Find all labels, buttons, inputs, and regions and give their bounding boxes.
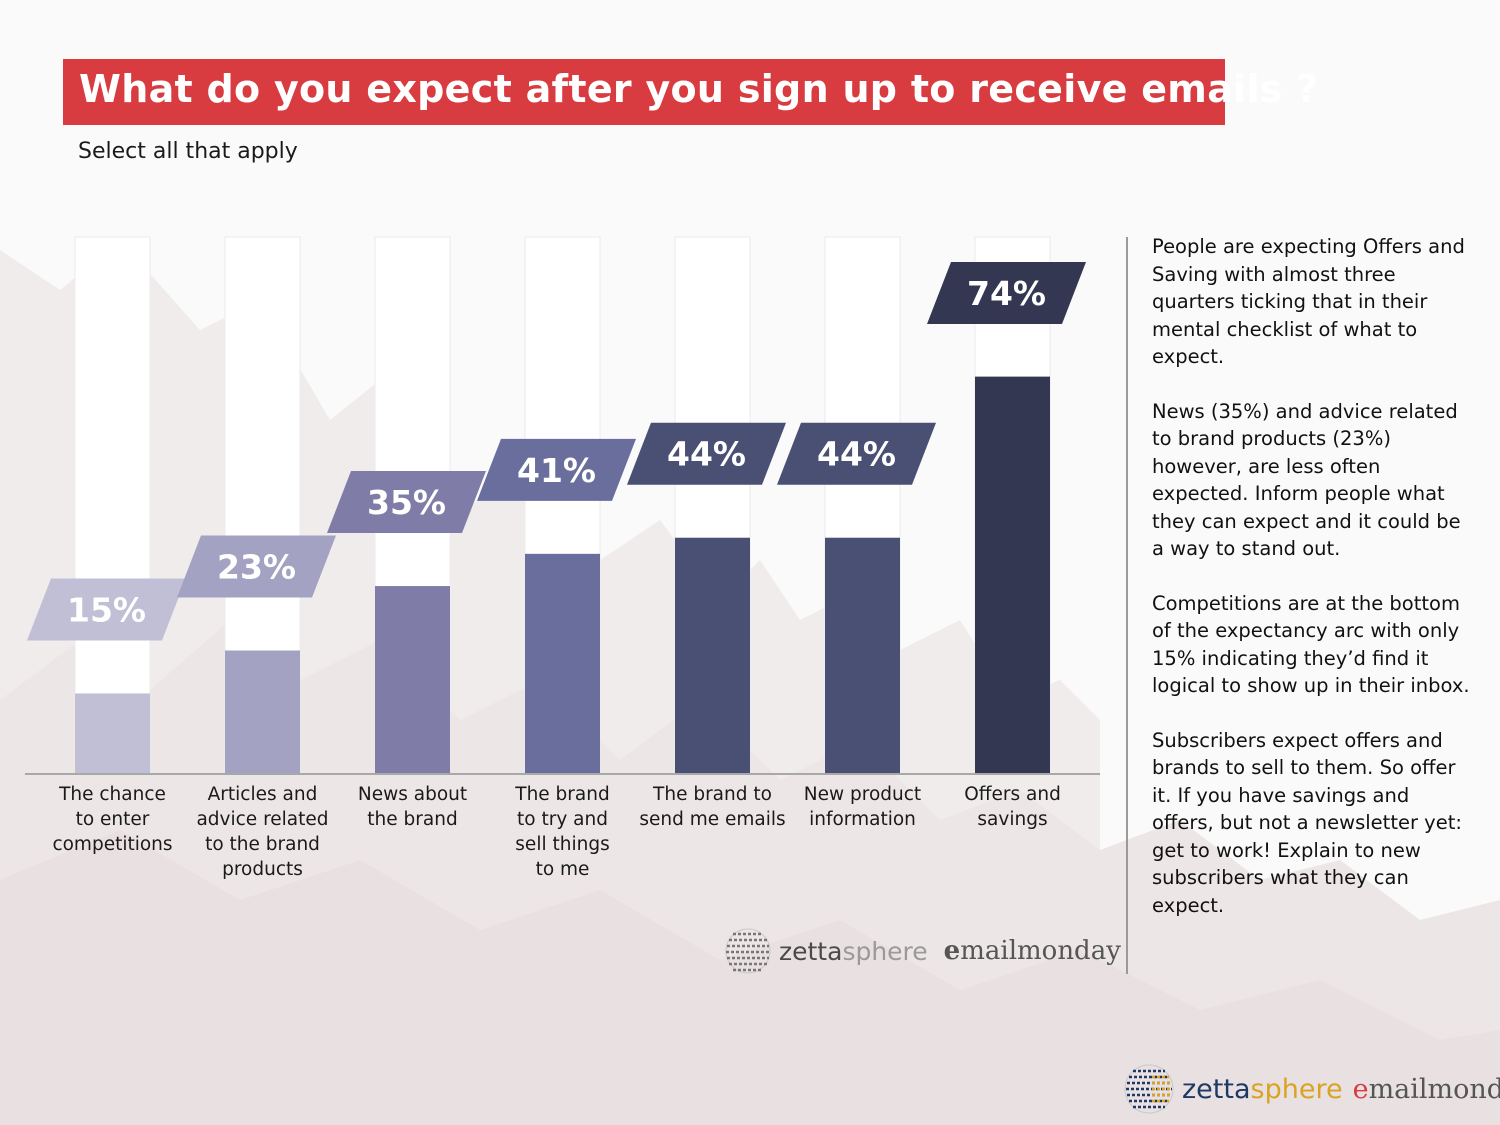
- category-label-line: the brand: [367, 809, 458, 830]
- category-label-line: to enter: [75, 809, 150, 830]
- category-label-line: sell things: [515, 834, 610, 855]
- bar-2: [225, 650, 300, 774]
- category-label: The chance to enter competitions: [33, 782, 193, 857]
- category-label-line: The brand to: [653, 784, 772, 805]
- category-label-line: The brand: [515, 784, 610, 805]
- category-label: News about the brand: [333, 782, 493, 832]
- category-label-line: News about: [357, 784, 468, 805]
- logo-emailmonday-rest: mailmonday: [960, 936, 1121, 966]
- bar-6: [825, 537, 900, 774]
- logo-zetta: zetta: [779, 936, 843, 966]
- value-label-box: [477, 438, 636, 501]
- category-label: New product information: [783, 782, 943, 832]
- category-label-line: Offers and: [964, 784, 1061, 805]
- category-label-line: savings: [977, 809, 1048, 830]
- commentary-paragraph: Subscribers expect offers and brands to …: [1152, 728, 1462, 917]
- bar-4: [525, 553, 600, 774]
- bar-3: [375, 586, 450, 774]
- value-label-box: [777, 422, 936, 485]
- category-label: Articles and advice related to the brand pr…: [183, 782, 343, 882]
- value-label: 74%: [967, 274, 1046, 313]
- page-title: What do you expect after you sign up to …: [79, 67, 1319, 111]
- category-label-line: New product: [803, 784, 922, 805]
- category-label-line: products: [222, 859, 303, 880]
- value-label: 23%: [217, 547, 296, 586]
- logo-sphere: sphere: [842, 936, 928, 966]
- category-label-line: to try and: [517, 809, 608, 830]
- commentary-paragraph: News (35%) and advice related to brand p…: [1152, 399, 1461, 561]
- bar-1: [75, 693, 150, 774]
- value-label-box: [27, 578, 186, 641]
- category-label: The brand to send me emails: [633, 782, 793, 832]
- category-label-line: advice related: [196, 809, 329, 830]
- logo-emailmonday: emailmonday: [944, 936, 1121, 966]
- category-label-line: information: [809, 809, 916, 830]
- logo-sphere: sphere: [1250, 1073, 1343, 1105]
- logo-zetta: zetta: [1182, 1073, 1251, 1105]
- category-label-line: to me: [535, 859, 590, 880]
- value-label-box: [177, 535, 336, 598]
- logo-emailmonday-rest: mailmonday: [1368, 1073, 1500, 1105]
- globe-icon: [1124, 1064, 1174, 1114]
- zettasphere-emailmonday-logo: zetta sphere emailmonday: [723, 926, 1121, 976]
- bar-track: [74, 236, 151, 775]
- value-label-box: [327, 471, 486, 534]
- value-label: 15%: [67, 590, 146, 629]
- category-label-line: to the brand: [205, 834, 320, 855]
- value-label: 44%: [667, 435, 746, 474]
- category-label-line: competitions: [52, 834, 173, 855]
- bar-5: [675, 537, 750, 774]
- category-label: Offers and savings: [933, 782, 1093, 832]
- vertical-divider: [1126, 237, 1128, 974]
- category-label-line: The chance: [59, 784, 166, 805]
- value-label-box: [927, 262, 1086, 324]
- title-banner: What do you expect after you sign up to …: [63, 59, 1318, 125]
- logo-emailmonday-e: e: [1352, 1073, 1369, 1105]
- logo-emailmonday-e: e: [943, 936, 961, 966]
- commentary-paragraph: People are expecting Offers and Saving w…: [1152, 235, 1465, 368]
- value-label: 41%: [517, 451, 596, 490]
- chart-subtitle: Select all that apply: [78, 139, 298, 164]
- value-label-box: [627, 422, 786, 485]
- commentary-panel: People are expecting Offers and Saving w…: [1152, 233, 1472, 946]
- bar-7: [975, 376, 1050, 774]
- logo-emailmonday: emailmonday: [1353, 1074, 1500, 1105]
- category-label: The brand to try and sell things to me: [483, 782, 643, 882]
- category-label-line: send me emails: [639, 809, 786, 830]
- commentary-paragraph: Competitions are at the bottom of the ex…: [1152, 591, 1470, 698]
- value-label: 35%: [367, 483, 446, 522]
- category-label-line: Articles and: [207, 784, 318, 805]
- bar-chart: 15% 23% 35% 41% 44% 44% 74%: [25, 236, 1100, 775]
- value-label: 44%: [817, 435, 896, 474]
- globe-icon: [725, 928, 771, 974]
